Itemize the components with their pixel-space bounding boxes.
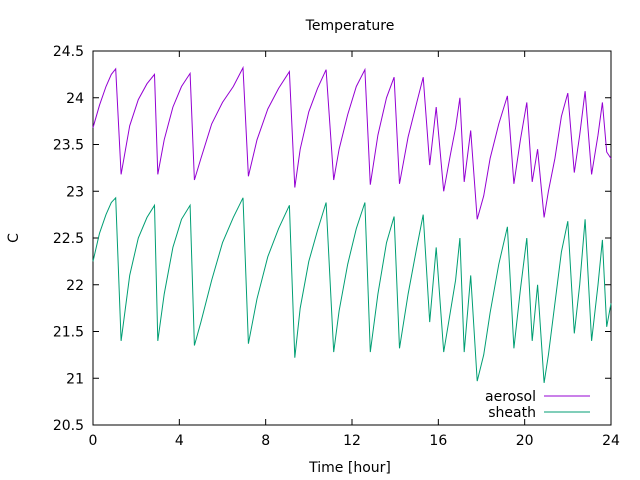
y-tick-label: 23.5 bbox=[53, 138, 84, 154]
y-axis-label: C bbox=[6, 233, 22, 243]
plot-frame bbox=[92, 50, 612, 426]
x-tick-label: 8 bbox=[261, 433, 270, 449]
y-tick-label: 22 bbox=[66, 278, 84, 294]
y-tick-label: 24 bbox=[66, 91, 84, 107]
series-line-aerosol bbox=[92, 65, 612, 220]
y-tick-label: 22.5 bbox=[53, 231, 84, 247]
chart-title: Temperature bbox=[305, 18, 395, 34]
x-tick-label: 0 bbox=[89, 433, 98, 449]
x-tick-label: 12 bbox=[343, 433, 361, 449]
x-tick-label: 16 bbox=[429, 433, 447, 449]
y-tick-label: 21.5 bbox=[53, 325, 84, 341]
axis-ticks: 0 4 8 12 16 20 24 20.5 21 21.5 22 22.5 23 23.5 24 24.5 bbox=[53, 44, 620, 449]
y-tick-label: 24.5 bbox=[53, 44, 84, 60]
x-tick-label: 4 bbox=[175, 433, 184, 449]
series-lines bbox=[92, 65, 612, 383]
x-tick-label: 24 bbox=[602, 433, 620, 449]
series-line-sheath bbox=[92, 196, 612, 383]
legend-label-sheath: sheath bbox=[488, 405, 536, 421]
x-axis-label: Time [hour] bbox=[308, 460, 391, 476]
y-tick-label: 20.5 bbox=[53, 418, 84, 434]
x-tick-label: 20 bbox=[516, 433, 534, 449]
legend-label-aerosol: aerosol bbox=[485, 389, 536, 405]
y-tick-label: 23 bbox=[66, 184, 84, 200]
y-tick-label: 21 bbox=[66, 371, 84, 387]
